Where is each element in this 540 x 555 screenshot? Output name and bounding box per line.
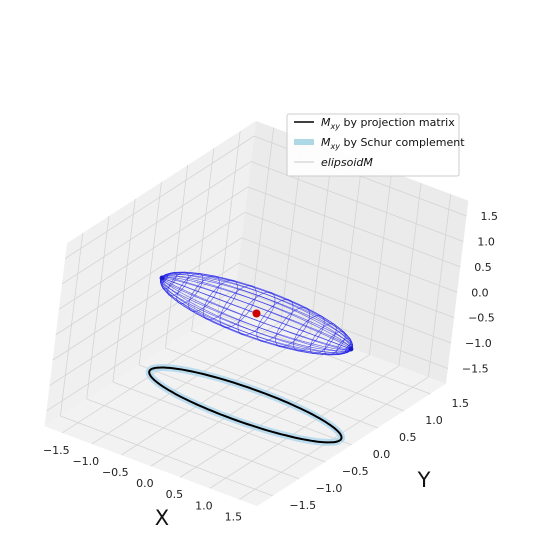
legend: Mxy by projection matrix Mxy by Schur com… xyxy=(286,113,465,177)
grid-line xyxy=(64,135,255,259)
wireframe-meridian xyxy=(160,277,351,351)
ellipsoid-wireframe xyxy=(159,271,354,356)
legend-box xyxy=(286,113,460,177)
y-axis-label: Y xyxy=(417,468,431,492)
wireframe-meridian xyxy=(161,277,352,355)
legend-entry: elipsoidM xyxy=(294,156,373,169)
x-tick-label: 1.5 xyxy=(225,510,243,523)
z-tick-label: 0.0 xyxy=(471,286,489,299)
grid-line xyxy=(180,354,370,478)
grid-line xyxy=(191,330,405,412)
grid-line xyxy=(427,194,452,378)
grid-line xyxy=(247,186,461,268)
z-tick-label: 0.5 xyxy=(474,261,492,274)
wireframe-meridian xyxy=(161,277,352,356)
z-tick-label: 1.5 xyxy=(481,210,499,223)
wireframe-meridian xyxy=(162,277,353,350)
grid-line xyxy=(58,186,249,310)
grid-line xyxy=(164,165,189,349)
legend-label: Mxy by projection matrix xyxy=(321,116,455,131)
wireframe-meridian xyxy=(160,277,351,350)
wireframe-meridian xyxy=(161,275,354,350)
grid-line xyxy=(368,171,393,355)
wireframe-meridian xyxy=(161,272,352,350)
legend-label: elipsoidM xyxy=(321,156,373,169)
y-tick-label: 1.0 xyxy=(425,414,443,427)
wireframe-meridian xyxy=(159,277,352,352)
z-tick-label: −0.5 xyxy=(468,312,495,325)
legend-entry: Mxy by Schur complement xyxy=(294,136,465,151)
grid-line xyxy=(209,365,400,489)
z-tick-label: −1.0 xyxy=(465,337,492,350)
x-tick-label: 0.0 xyxy=(136,477,154,490)
legend-entry: Mxy by projection matrix xyxy=(294,116,455,131)
projection-matrix-ellipse xyxy=(148,366,343,444)
z-tick-label: −1.5 xyxy=(462,362,489,375)
y-tick-label: 0.0 xyxy=(373,448,391,461)
legend-label: Mxy by Schur complement xyxy=(321,136,465,151)
grid-line xyxy=(165,347,378,429)
y-tick-label: 1.5 xyxy=(452,397,470,410)
y-tick-label: −1.5 xyxy=(289,499,316,512)
grid-line xyxy=(138,364,352,446)
wireframe-meridian xyxy=(161,277,352,354)
x-tick-label: 1.0 xyxy=(195,499,213,512)
center-point-marker xyxy=(252,309,261,318)
wireframe-meridian xyxy=(161,277,352,350)
grid-line xyxy=(239,376,429,500)
y-tick-label: −0.5 xyxy=(342,465,369,478)
ellipsoid-center xyxy=(252,309,261,318)
grid-line xyxy=(244,211,458,293)
grid-line xyxy=(61,161,252,285)
wireframe-meridian xyxy=(161,277,352,351)
wireframe-meridian xyxy=(161,271,352,350)
ellipsoid-pole xyxy=(159,275,165,281)
x-tick-label: −1.0 xyxy=(72,455,99,468)
ellipsoid-pole xyxy=(348,346,354,352)
z-tick-label: 1.0 xyxy=(477,235,495,248)
wireframe-meridian xyxy=(161,277,352,353)
x-tick-label: −0.5 xyxy=(102,466,129,479)
y-tick-label: −1.0 xyxy=(316,482,343,495)
wireframe-meridian xyxy=(162,276,353,350)
projection-ellipse-path xyxy=(148,366,343,444)
y-tick-label: 0.5 xyxy=(399,431,417,444)
x-tick-label: 0.5 xyxy=(166,488,184,501)
x-axis-label: X xyxy=(155,506,169,530)
x-tick-label: −1.5 xyxy=(43,444,70,457)
tick-labels: −1.5−1.0−0.50.00.51.01.5−1.5−1.0−0.50.00… xyxy=(43,210,498,523)
wireframe-meridian xyxy=(161,273,352,350)
grid-line xyxy=(250,161,464,242)
grid-line xyxy=(55,212,246,336)
grid-line xyxy=(398,183,422,366)
